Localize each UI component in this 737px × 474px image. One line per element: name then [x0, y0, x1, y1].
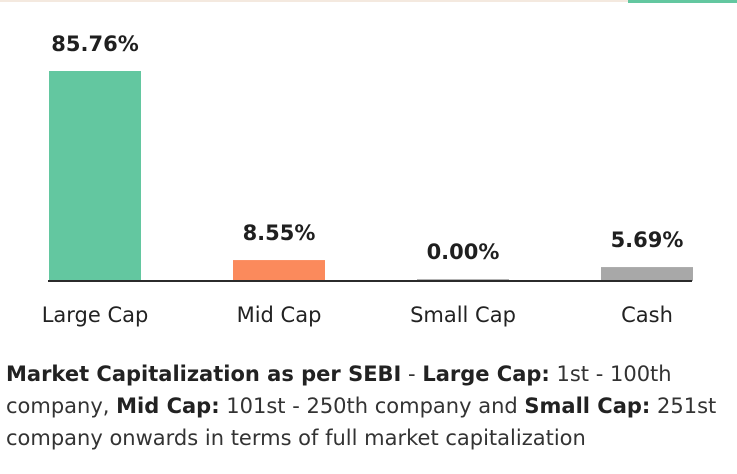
- bar-large-cap: [49, 71, 141, 281]
- bar-mid-cap: [233, 260, 325, 281]
- data-label-small-cap: 0.00%: [427, 240, 500, 264]
- footnote-mid-cap-label: Mid Cap:: [116, 394, 220, 418]
- market-cap-bar-chart: 85.76% 8.55% 0.00% 5.69% Large Cap Mid Cap Sm…: [42, 32, 693, 327]
- footnote-large-cap-label: Large Cap:: [422, 362, 550, 386]
- data-labels-group: 85.76% 8.55% 0.00% 5.69%: [51, 32, 683, 264]
- data-label-cash: 5.69%: [611, 228, 684, 252]
- category-label-small-cap: Small Cap: [410, 303, 516, 327]
- category-labels-group: Large Cap Mid Cap Small Cap Cash: [42, 303, 673, 327]
- data-label-large-cap: 85.76%: [51, 32, 138, 56]
- footnote-text-4: 251st company onwards in terms of full m…: [6, 394, 717, 450]
- active-tab-indicator: [628, 0, 737, 3]
- market-cap-footnote: Market Capitalization as per SEBI - Larg…: [6, 358, 726, 454]
- category-label-large-cap: Large Cap: [42, 303, 149, 327]
- footnote-small-cap-label: Small Cap:: [524, 394, 651, 418]
- footnote-text-1: -: [401, 362, 423, 386]
- category-label-mid-cap: Mid Cap: [237, 303, 322, 327]
- bar-cash: [601, 267, 693, 281]
- category-label-cash: Cash: [621, 303, 673, 327]
- footnote-text-2: 1st - 100th company,: [6, 362, 672, 418]
- bars-group: [49, 71, 693, 281]
- footnote-heading: Market Capitalization as per SEBI: [6, 362, 402, 386]
- footnote-text-3: 101st - 250th company and: [219, 394, 525, 418]
- data-label-mid-cap: 8.55%: [243, 221, 316, 245]
- top-divider: [0, 0, 737, 2]
